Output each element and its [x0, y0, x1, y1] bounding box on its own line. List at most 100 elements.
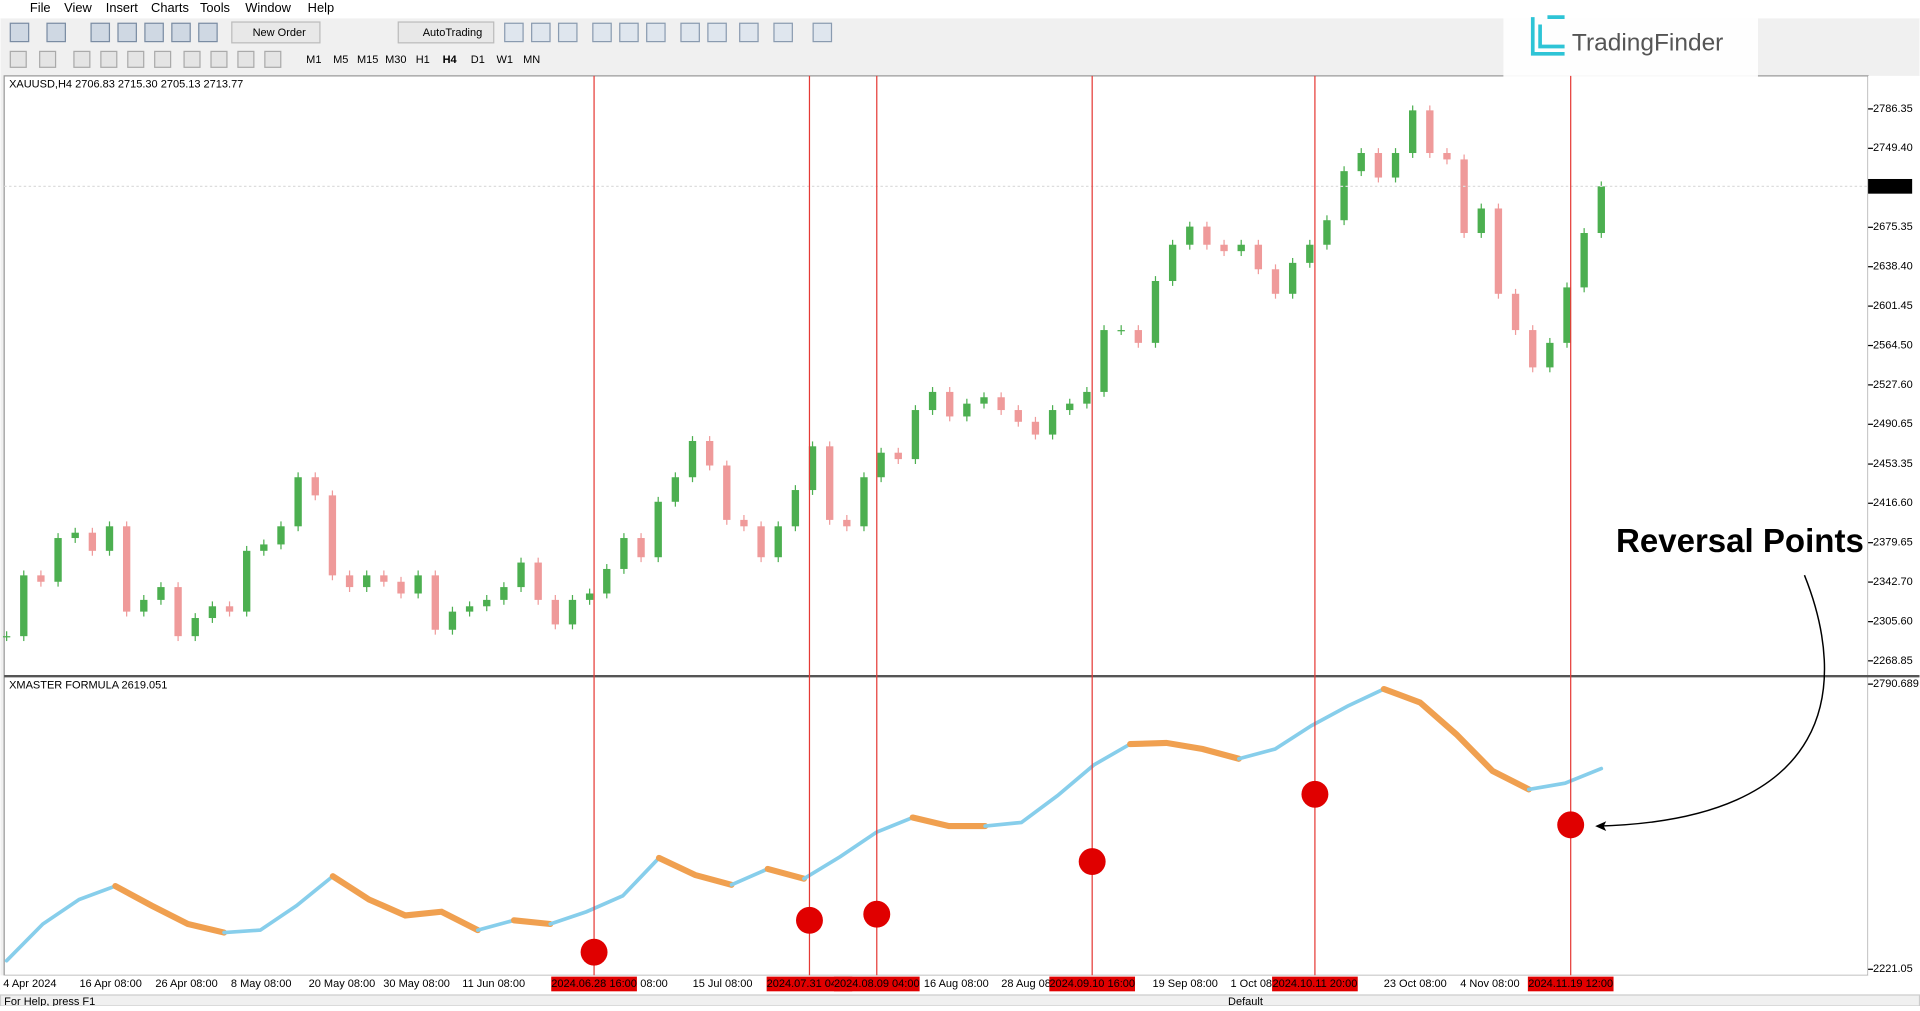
- candle: [1546, 342, 1554, 368]
- candle: [174, 587, 182, 637]
- indicator-line: [1380, 685, 1532, 793]
- x-tick-label: 11 Jun 08:00: [462, 978, 525, 990]
- y-tick-label: 2268.85: [1873, 655, 1913, 667]
- candle: [294, 477, 302, 527]
- indicator-line: [4, 884, 118, 963]
- signal-date-box: [833, 976, 920, 992]
- toolbar-icon[interactable]: [171, 22, 191, 43]
- pane-title: XMASTER FORMULA 2619.051: [9, 679, 167, 691]
- candle: [1220, 244, 1228, 252]
- candle: [328, 495, 337, 576]
- timeframe-button[interactable]: H4: [443, 54, 458, 66]
- signal-date: 2024.07.31 04:00: [767, 978, 853, 990]
- toolbar-icon[interactable]: [812, 22, 833, 43]
- y-tick-label: 2564.50: [1873, 339, 1913, 351]
- candle: [1031, 421, 1040, 435]
- toolbar-button[interactable]: [231, 21, 321, 44]
- toolbar-icon[interactable]: [100, 50, 118, 68]
- toolbar-icon[interactable]: [264, 50, 282, 68]
- menu-item[interactable]: Insert: [106, 0, 139, 15]
- y-tick-label: 2221.05: [1873, 963, 1913, 975]
- timeframe-button[interactable]: M1: [306, 54, 321, 66]
- toolbar-icon[interactable]: [9, 50, 27, 68]
- menu-item[interactable]: Window: [245, 0, 291, 15]
- annotation-arrow: [1597, 574, 1826, 827]
- menu-item[interactable]: Charts: [151, 0, 189, 15]
- reversal-dot: [796, 906, 823, 934]
- menu-item[interactable]: File: [30, 0, 51, 15]
- menu-item[interactable]: Tools: [200, 0, 230, 15]
- toolbar-icon[interactable]: [557, 22, 578, 43]
- indicator-line: [655, 854, 735, 888]
- candle: [551, 599, 560, 625]
- toolbar-icon[interactable]: [707, 22, 727, 43]
- timeframe-button[interactable]: MN: [523, 54, 540, 66]
- candle: [363, 575, 371, 588]
- timeframe-button[interactable]: H1: [416, 54, 430, 66]
- candle: [88, 532, 97, 551]
- toolbar-icon[interactable]: [183, 50, 201, 68]
- toolbar-button[interactable]: [397, 21, 495, 44]
- menu-item[interactable]: Help: [308, 0, 334, 15]
- timeframe-button[interactable]: M30: [385, 54, 406, 66]
- candle: [465, 606, 474, 612]
- y-tick-label: 2638.40: [1873, 261, 1913, 273]
- toolbar-icon[interactable]: [154, 50, 172, 68]
- time-axis: [0, 975, 1920, 995]
- toolbar-icon[interactable]: [90, 22, 111, 43]
- candle: [500, 587, 508, 600]
- toolbar-icon[interactable]: [9, 22, 30, 43]
- timeframe-button[interactable]: W1: [496, 54, 513, 66]
- candle: [1323, 220, 1331, 245]
- toolbar-icon[interactable]: [646, 22, 666, 43]
- menu-item[interactable]: View: [64, 0, 92, 15]
- toolbar-icon[interactable]: [592, 22, 612, 43]
- candle: [1203, 226, 1211, 245]
- candle: [380, 575, 388, 582]
- candle: [483, 599, 491, 607]
- candle: [1254, 244, 1263, 270]
- candle: [774, 526, 782, 558]
- signal-date-box: [1527, 976, 1614, 992]
- x-tick-label: 26 Apr 08:00: [155, 978, 217, 990]
- logo-text: TradingFinder: [1572, 30, 1723, 57]
- toolbar-icon[interactable]: [117, 22, 137, 43]
- toolbar-icon[interactable]: [144, 22, 164, 43]
- candle: [345, 575, 354, 588]
- toolbar-icon[interactable]: [739, 22, 759, 43]
- candle: [1563, 287, 1571, 343]
- toolbar-icon[interactable]: [210, 50, 228, 68]
- candle: [654, 501, 662, 558]
- toolbar-icon[interactable]: [237, 50, 255, 68]
- indicator-line: [222, 874, 335, 935]
- toolbar-icon[interactable]: [198, 22, 218, 43]
- toolbar-icon[interactable]: [773, 22, 793, 43]
- signal-date-box: [766, 976, 853, 992]
- candle: [671, 477, 680, 502]
- candle: [963, 403, 971, 417]
- status-text: For Help, press F1: [4, 996, 95, 1006]
- candle: [637, 538, 645, 558]
- price-axis: [1868, 75, 1920, 976]
- candle: [911, 410, 920, 460]
- toolbar-icon[interactable]: [73, 50, 91, 68]
- candle: [140, 599, 148, 612]
- toolbar-icon[interactable]: [504, 22, 524, 43]
- timeframe-button[interactable]: D1: [471, 54, 485, 66]
- menu-bar: [0, 0, 1920, 19]
- timeframe-button[interactable]: M15: [357, 54, 378, 66]
- reversal-dot: [1301, 780, 1329, 808]
- toolbar-icon[interactable]: [127, 50, 145, 68]
- toolbar-icon[interactable]: [619, 22, 639, 43]
- candle: [1460, 159, 1468, 234]
- candle: [1443, 153, 1451, 160]
- y-tick-label: 2675.35: [1873, 221, 1913, 233]
- toolbar-icon[interactable]: [531, 22, 551, 43]
- signal-date: 2024.10.11 20:00: [1273, 978, 1358, 990]
- candle: [620, 538, 628, 569]
- toolbar-icon[interactable]: [46, 22, 66, 43]
- indicator-line: [1237, 687, 1386, 761]
- toolbar-icon[interactable]: [680, 22, 700, 43]
- toolbar-icon[interactable]: [39, 50, 57, 68]
- timeframe-button[interactable]: M5: [333, 54, 348, 66]
